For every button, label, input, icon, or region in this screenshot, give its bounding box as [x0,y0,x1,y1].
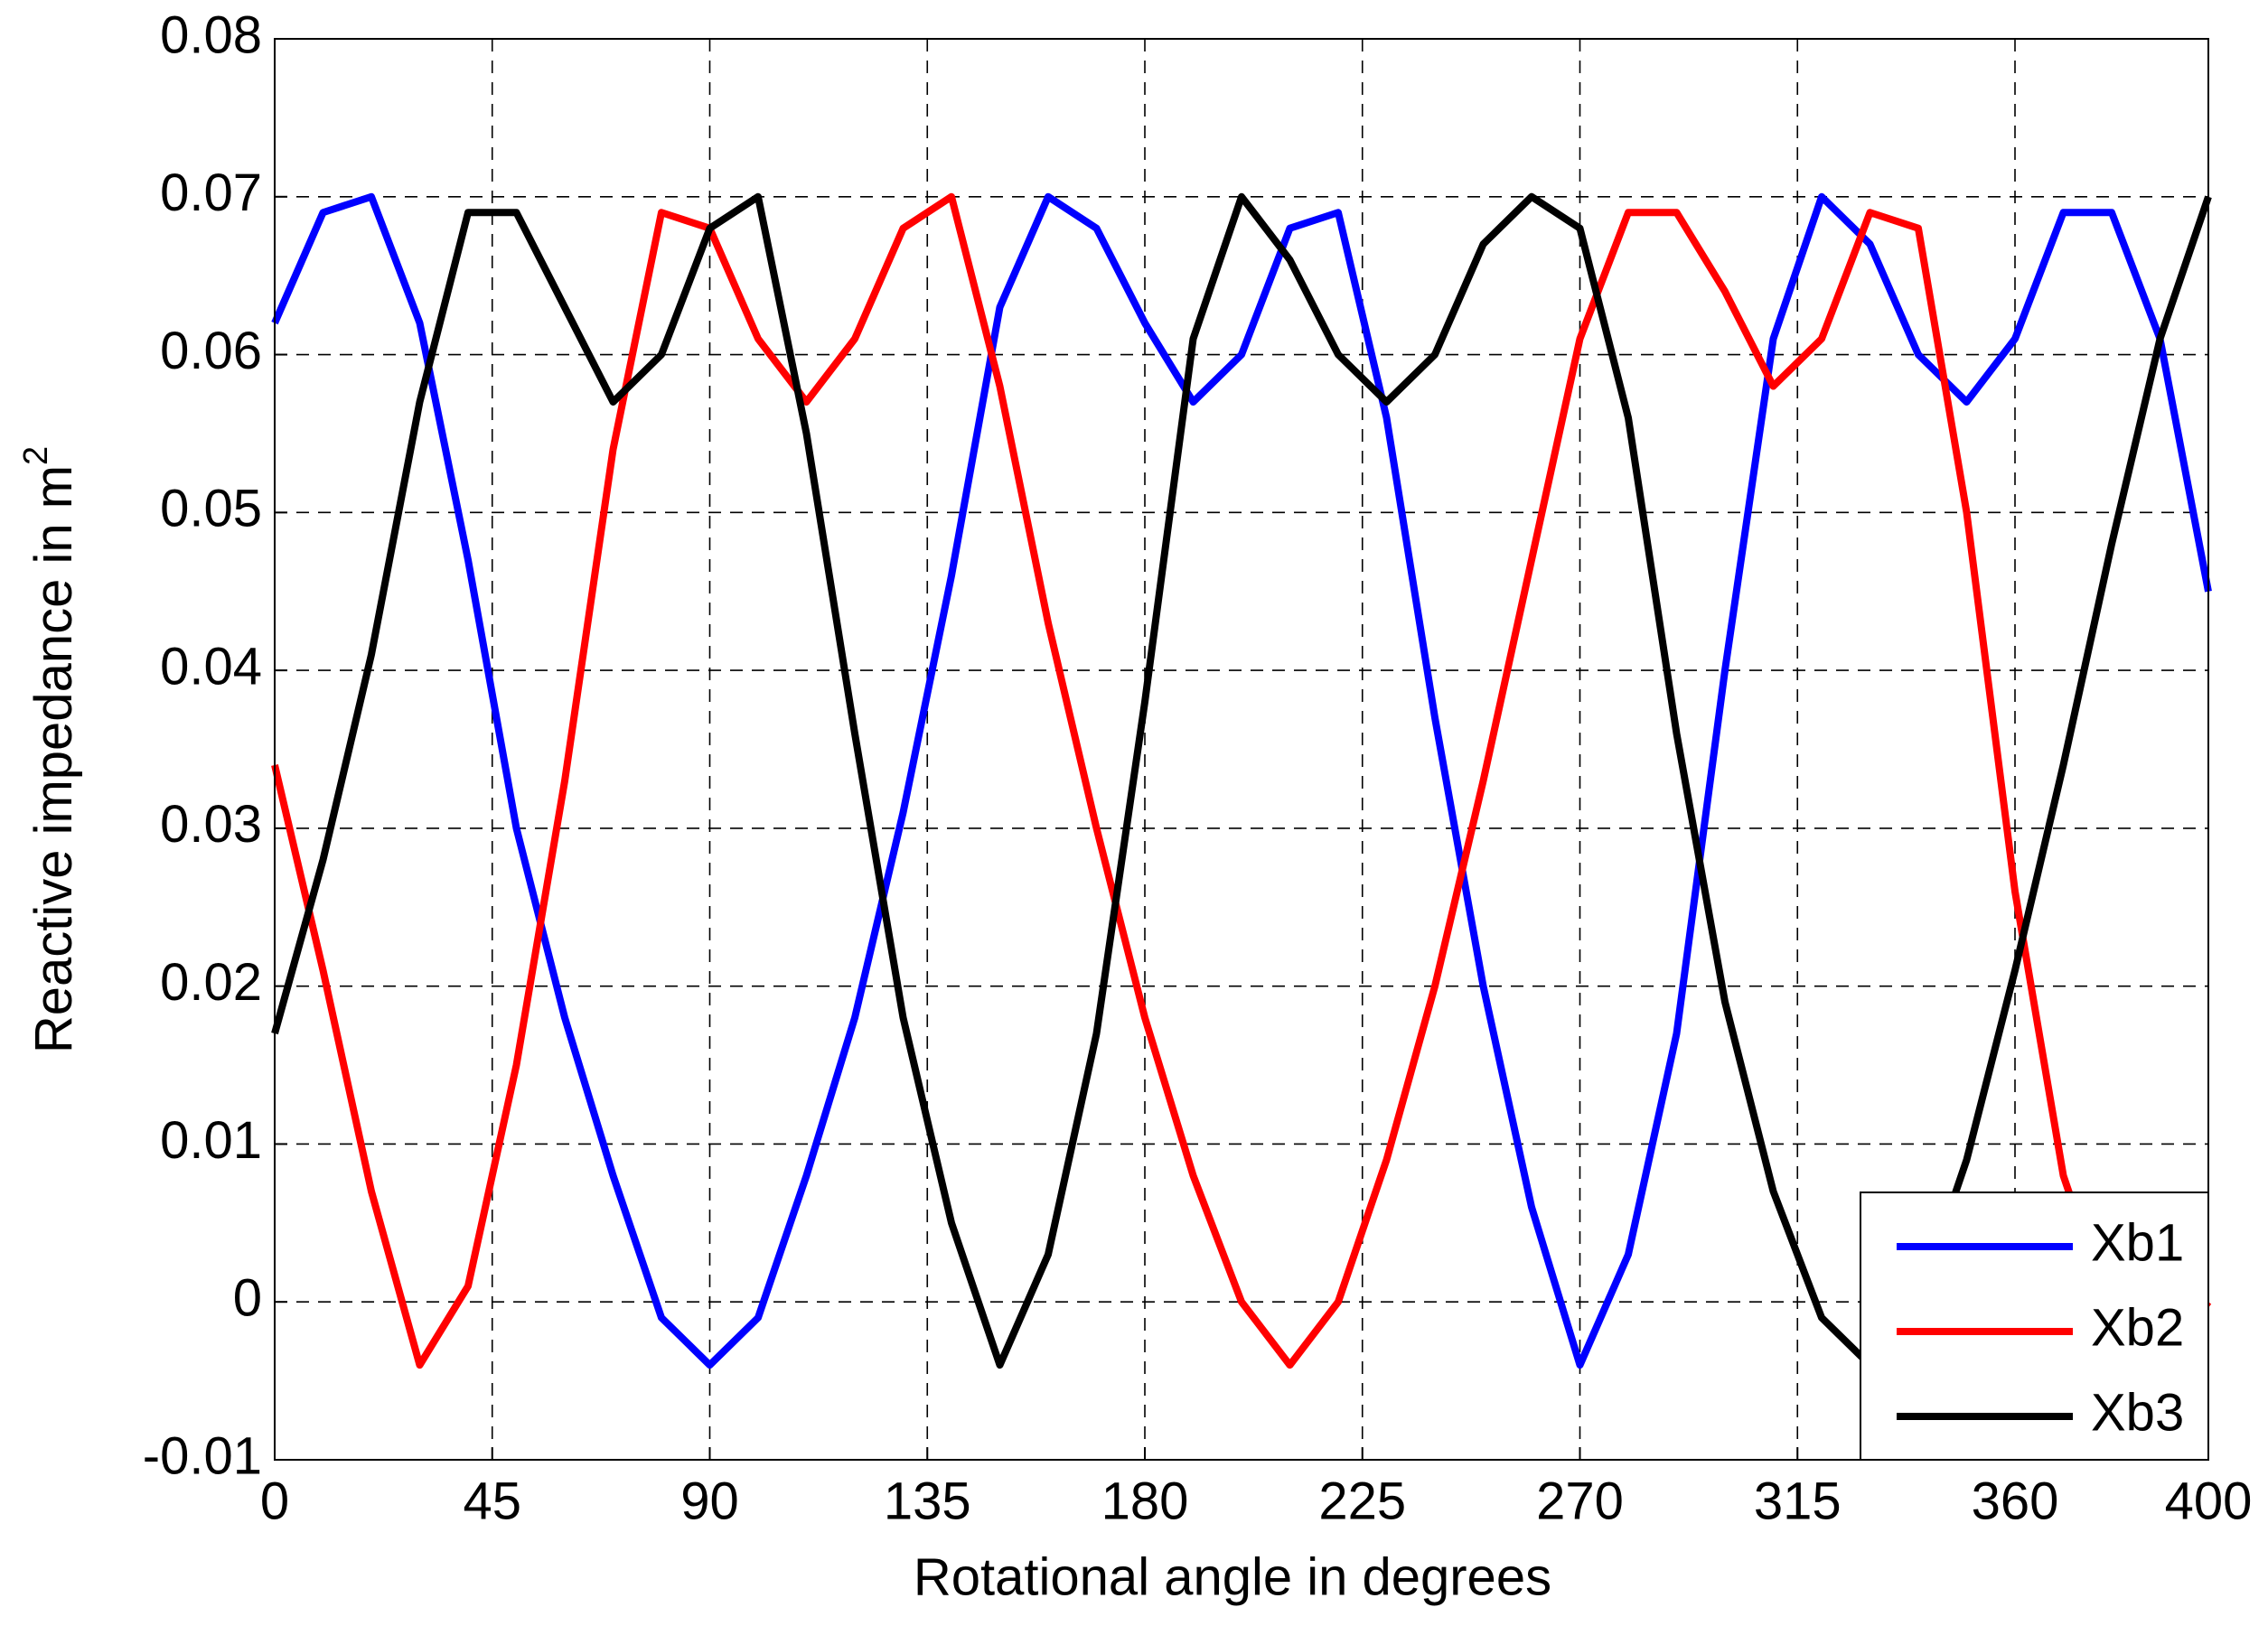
data-line [271,192,2212,1369]
x-tick-label: 135 [884,1472,971,1530]
y-axis-label: Reactive impedance in m2 [17,446,83,1053]
y-tick-label: 0.05 [160,480,262,538]
legend-label: Xb1 [2091,1213,2184,1272]
y-tick-label: 0.03 [160,795,262,854]
y-tick-label: 0.08 [160,5,262,64]
x-tick-label: 0 [260,1472,289,1530]
legend-label: Xb3 [2091,1383,2184,1442]
y-tick-label: 0.07 [160,164,262,222]
x-tick-label: 180 [1101,1472,1189,1530]
x-tick-label: 225 [1318,1472,1406,1530]
y-tick-label: 0.01 [160,1111,262,1170]
x-tick-label: 45 [463,1472,521,1530]
y-tick-label: 0.04 [160,637,262,696]
x-tick-label: 270 [1536,1472,1624,1530]
x-tick-label: 90 [680,1472,739,1530]
plot-frame [274,38,2209,1461]
y-tick-label: 0 [233,1269,262,1328]
x-tick-label: 315 [1754,1472,1842,1530]
y-axis-label-text: Reactive impedance in m [24,465,83,1053]
legend-label: Xb2 [2091,1298,2184,1357]
x-tick-label: 400 [2165,1472,2253,1530]
y-tick-label: -0.01 [143,1426,262,1485]
y-tick-label: 0.02 [160,953,262,1012]
x-axis-label: Rotational angle in degrees [914,1547,1551,1606]
data-line [271,192,2212,1369]
x-tick-label: 360 [1972,1472,2059,1530]
y-axis-label-sup: 2 [17,446,55,465]
y-tick-label: 0.06 [160,322,262,380]
